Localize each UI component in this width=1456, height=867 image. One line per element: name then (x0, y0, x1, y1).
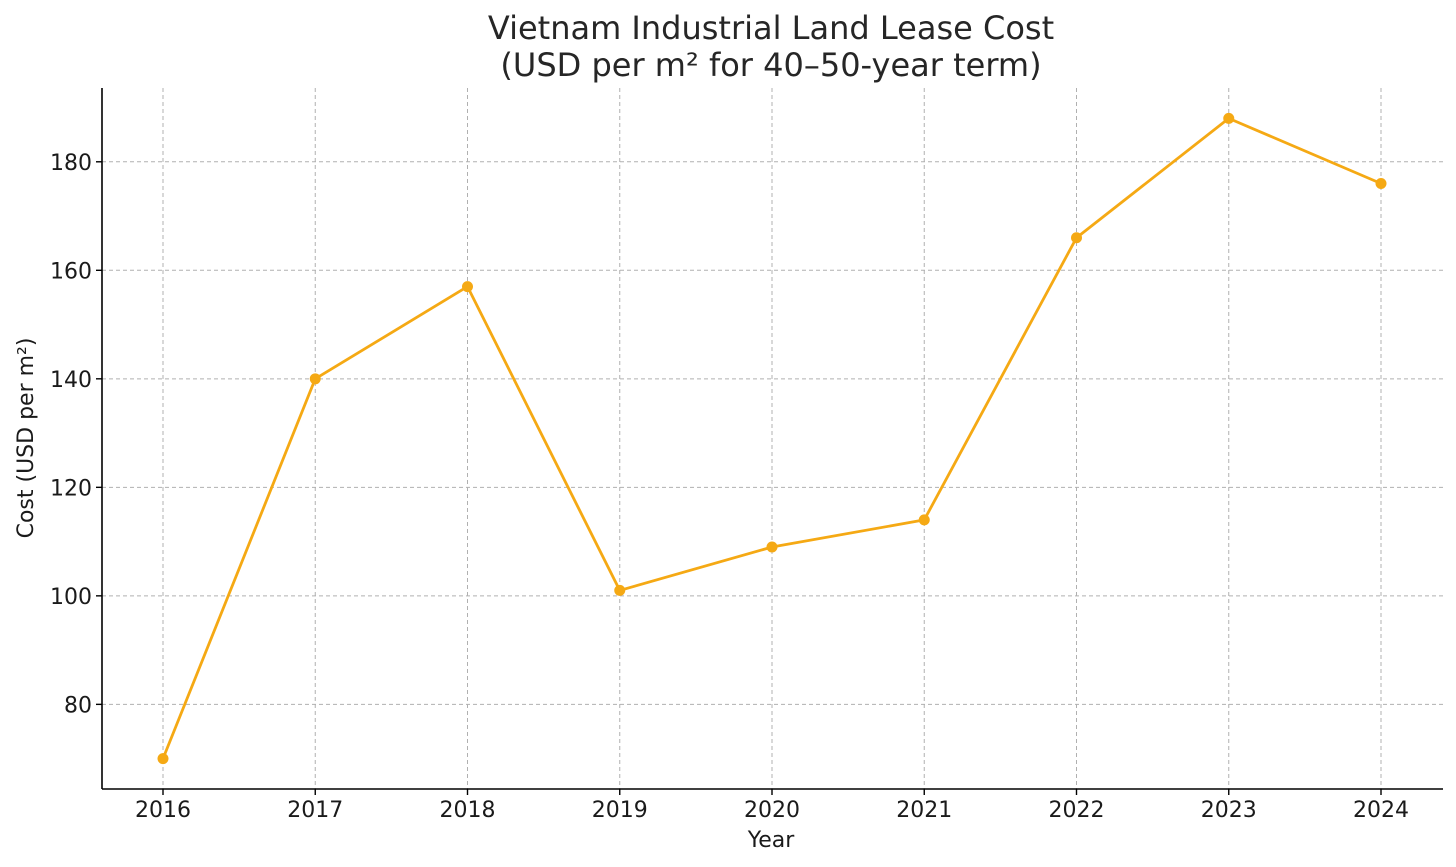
x-tick-label: 2017 (287, 798, 343, 823)
data-point (614, 584, 626, 596)
data-point (157, 753, 169, 765)
x-tick-label: 2022 (1049, 798, 1105, 823)
y-tick-label: 160 (50, 259, 92, 284)
data-point (309, 373, 321, 385)
y-tick-label: 120 (50, 476, 92, 501)
data-point (462, 281, 473, 293)
tick-labels: 2016 2017 2018 2019 2020 2021 2022 2023 2024 80 10… (50, 151, 1409, 823)
y-tick-label: 180 (50, 151, 92, 176)
data-point (766, 541, 778, 553)
chart-title-line-1: Vietnam Industrial Land Lease Cost (488, 9, 1054, 47)
series (157, 112, 1387, 765)
x-tick-label: 2019 (592, 798, 648, 823)
data-point (918, 514, 930, 526)
x-tick-label: 2021 (896, 798, 952, 823)
grid (102, 88, 1443, 789)
y-tick-label: 80 (64, 693, 92, 718)
x-tick-label: 2023 (1201, 798, 1257, 823)
x-tick-label: 2016 (135, 798, 191, 823)
x-axis-label: Year (747, 828, 796, 853)
x-tick-label: 2018 (440, 798, 496, 823)
chart-title-line-2: (USD per m² for 40–50-year term) (500, 46, 1041, 84)
y-tick-label: 140 (50, 368, 92, 393)
chart-title: Vietnam Industrial Land Lease Cost (USD … (488, 9, 1054, 84)
data-point (1375, 177, 1387, 189)
x-tick-label: 2024 (1353, 798, 1409, 823)
y-axis-label: Cost (USD per m²) (14, 338, 39, 539)
x-tick-label: 2020 (744, 798, 800, 823)
y-tick-label: 100 (50, 585, 92, 610)
data-point (1071, 232, 1082, 244)
data-point (1223, 112, 1235, 124)
